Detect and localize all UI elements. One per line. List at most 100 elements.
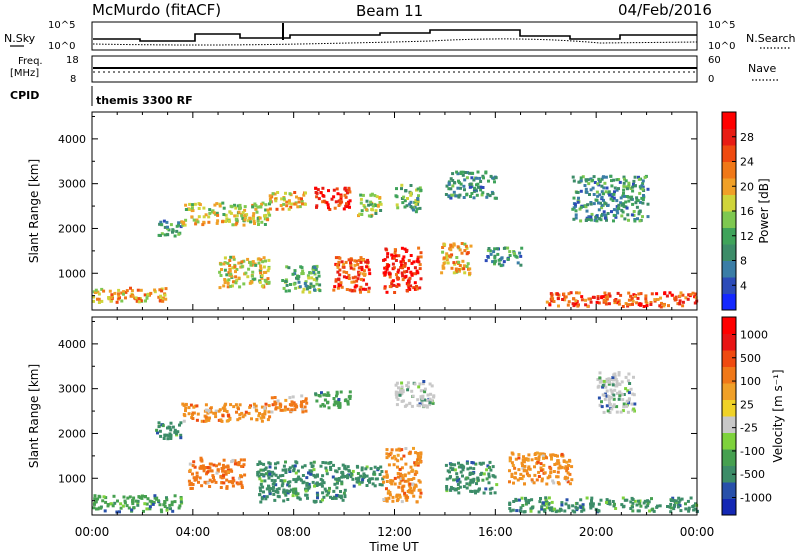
velocity-cell [465, 476, 469, 480]
velocity-cell [305, 483, 309, 487]
power-cell [596, 194, 600, 198]
velocity-cell [337, 401, 341, 405]
velocity-cell [304, 409, 308, 413]
velocity-cell [561, 454, 565, 458]
velocity-cell [647, 500, 651, 504]
velocity-cell [168, 503, 172, 507]
velocity-cell [613, 375, 617, 378]
velocity-colorbar-swatch [722, 399, 736, 417]
power-cell [487, 179, 490, 183]
velocity-cell [397, 386, 400, 390]
velocity-cell [360, 468, 364, 472]
power-cell [160, 287, 164, 291]
power-cell [630, 296, 634, 300]
velocity-cell [472, 477, 476, 481]
velocity-echo-region [314, 390, 352, 410]
velocity-cell [455, 472, 459, 476]
power-cell [177, 221, 181, 225]
power-cell [212, 211, 216, 215]
velocity-cell [515, 509, 519, 513]
power-cell [266, 208, 270, 212]
power-cell [577, 180, 581, 184]
velocity-cell [508, 507, 512, 510]
velocity-cell [359, 474, 363, 478]
velocity-cell [148, 507, 152, 511]
power-cell [619, 293, 623, 297]
power-cell [627, 185, 630, 189]
velocity-cell [347, 469, 351, 473]
power-cell [337, 204, 341, 207]
velocity-cell [193, 404, 197, 408]
velocity-cell [231, 458, 235, 462]
power-cell [481, 174, 485, 178]
velocity-cell [566, 467, 570, 470]
velocity-cell [611, 383, 615, 387]
velocity-cell [308, 485, 312, 489]
velocity-cell [514, 498, 518, 502]
power-cell [216, 213, 220, 217]
power-cell [356, 262, 360, 266]
power-cell [443, 243, 447, 247]
velocity-cell [287, 484, 291, 488]
power-colorbar-swatch [722, 260, 736, 278]
power-cell [224, 220, 228, 223]
velocity-cell [556, 459, 560, 463]
velocity-cell [370, 477, 374, 481]
power-cell [393, 291, 397, 294]
power-cell [463, 249, 467, 253]
power-cell [486, 192, 490, 196]
power-cell [574, 213, 578, 217]
velocity-cell [403, 474, 407, 478]
power-cell [308, 290, 312, 294]
velocity-cell [364, 467, 368, 471]
velocity-cell [288, 396, 292, 400]
power-cell [631, 189, 635, 193]
power-cell [252, 212, 256, 216]
velocity-cell [679, 509, 683, 513]
velocity-cell [295, 405, 299, 409]
velocity-cell [418, 402, 422, 406]
velocity-cell [362, 472, 366, 476]
velocity-cell [318, 394, 322, 398]
velocity-cell [473, 489, 477, 493]
velocity-cell [293, 464, 297, 468]
power-cell [644, 300, 648, 304]
velocity-cell [416, 463, 420, 467]
power-cell [107, 297, 111, 301]
power-cell [451, 172, 455, 176]
power-cell [646, 215, 650, 219]
velocity-cell [232, 479, 236, 483]
velocity-cell [305, 476, 309, 480]
power-cell [327, 189, 330, 193]
velocity-colorbar-tick-label: -25 [740, 422, 758, 435]
power-cell [589, 202, 593, 206]
velocity-cell [345, 474, 349, 478]
power-cell [441, 246, 445, 249]
velocity-cell [170, 500, 174, 504]
power-echo-region [268, 191, 307, 211]
velocity-cell [162, 503, 166, 507]
velocity-cell [309, 472, 313, 476]
power-cell [475, 183, 478, 187]
velocity-cell [289, 488, 293, 492]
velocity-cell [93, 497, 97, 501]
power-cell [639, 292, 643, 296]
power-cell [353, 259, 357, 263]
power-cell [460, 242, 464, 245]
velocity-cell [610, 378, 614, 382]
velocity-cell [646, 502, 650, 505]
power-cell [165, 220, 169, 224]
velocity-cell [519, 509, 523, 513]
power-cell [415, 259, 419, 263]
velocity-cell [403, 493, 407, 497]
power-cell [367, 203, 371, 207]
power-cell [159, 294, 163, 298]
power-cell [623, 194, 626, 198]
power-cell [97, 292, 101, 296]
power-cell [557, 304, 560, 308]
velocity-cell [382, 498, 386, 501]
power-cell [117, 294, 121, 298]
power-cell [577, 196, 580, 200]
velocity-cell [294, 491, 298, 495]
velocity-cell [155, 496, 159, 500]
